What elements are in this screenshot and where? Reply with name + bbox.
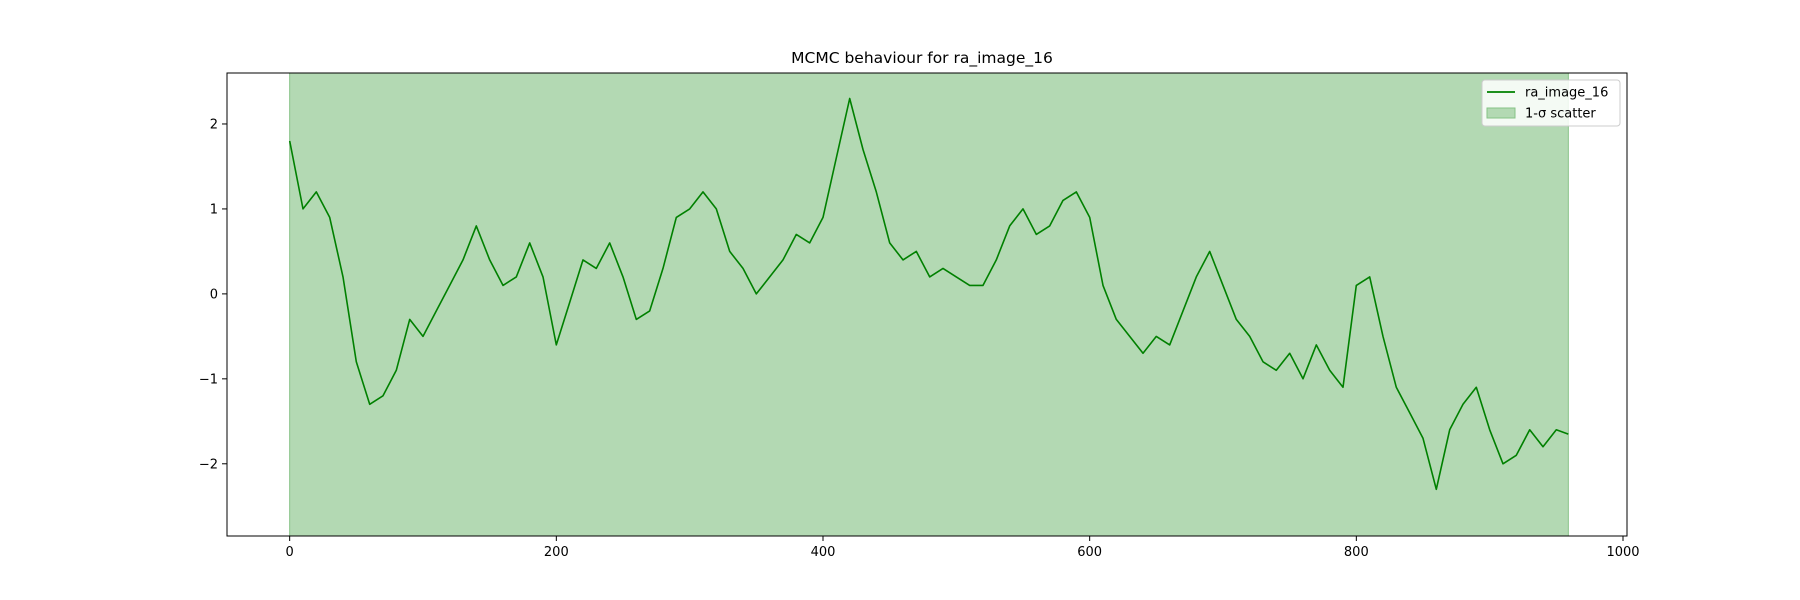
x-tick-label: 0 (286, 545, 294, 560)
y-tick-label: −2 (199, 457, 218, 472)
x-tick-label: 800 (1344, 545, 1369, 560)
y-tick-label: 0 (210, 287, 218, 302)
legend-box (1481, 79, 1621, 127)
y-tick-label: −1 (199, 372, 218, 387)
axes: 0 200 400 600 800 1000 −2 −1 0 1 2 (199, 72, 1640, 560)
x-tick-label: 600 (1077, 545, 1102, 560)
chart-title: MCMC behaviour for ra_image_16 (791, 49, 1053, 68)
legend-label: 1-σ scatter (1525, 107, 1596, 122)
series-line-ra-image-16 (288, 97, 1569, 491)
y-tick-label: 1 (210, 202, 218, 217)
y-tick-label: 2 (210, 117, 218, 132)
legend-label: ra_image_16 (1525, 86, 1608, 101)
x-tick-label: 200 (544, 545, 569, 560)
scatter-band (289, 73, 1569, 536)
axes-frame (226, 72, 1628, 537)
legend-patch-swatch (1486, 107, 1516, 119)
x-tick-label: 1000 (1606, 545, 1639, 560)
plot-area (288, 73, 1569, 536)
x-tick-label: 400 (811, 545, 836, 560)
legend: ra_image_16 1-σ scatter (1481, 79, 1621, 127)
